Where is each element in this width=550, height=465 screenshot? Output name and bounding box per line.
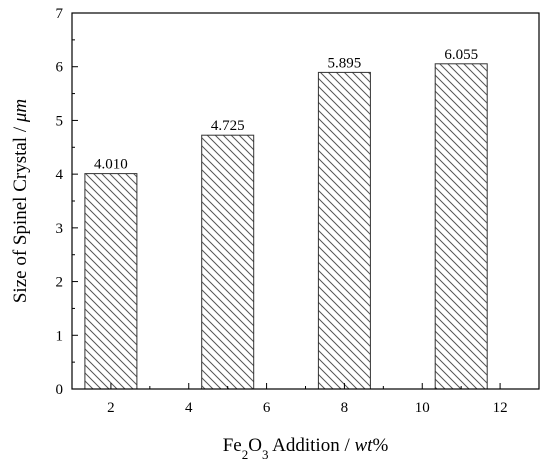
x-tick-label-1: 4 [185,400,193,416]
x-tick-label-4: 10 [415,400,430,416]
axis-label-part: μm [10,99,31,123]
x-axis-label: Fe2O3 Addition / wt% [223,435,389,462]
axis-label-part: Fe [223,435,242,456]
y-tick-label-6: 6 [56,60,64,76]
x-tick-label-3: 8 [341,400,349,416]
y-tick-label-1: 1 [56,328,64,344]
bar-0 [84,173,138,390]
y-tick-label-7: 7 [56,6,64,22]
y-tick-label-3: 3 [56,221,64,237]
data-label-2: 5.895 [328,55,362,71]
x-tick-label-2: 6 [263,400,271,416]
axis-label-part: 3 [262,447,269,462]
y-tick-label-2: 2 [56,275,64,291]
axis-label-part: 2 [242,447,249,462]
y-tick-label-5: 5 [56,113,64,129]
data-label-3: 6.055 [444,47,478,63]
axis-label-part: O [248,435,262,456]
x-tick-label-0: 2 [107,400,115,416]
axis-label-part: Size of Spinel Crystal / [10,122,31,303]
data-labels-layer: 4.010 4.725 5.895 6.055 [94,47,478,173]
bars-layer [84,63,488,390]
y-axis-label: Size of Spinel Crystal / μm [10,99,31,303]
bar-1 [201,134,255,390]
axis-label-part: wt [355,435,374,456]
axis-label-part: Addition / [268,435,354,456]
bar-3 [434,63,488,390]
bar-2 [317,71,371,390]
data-label-0: 4.010 [94,157,128,173]
data-label-1: 4.725 [211,118,245,134]
y-tick-label-4: 4 [56,167,64,183]
x-tick-label-5: 12 [493,400,508,416]
axis-label-part: % [372,435,388,456]
y-tick-label-0: 0 [56,382,64,398]
